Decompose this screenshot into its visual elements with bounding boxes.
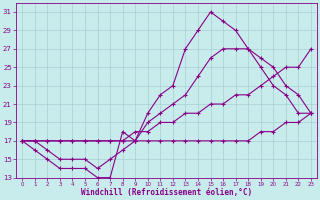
X-axis label: Windchill (Refroidissement éolien,°C): Windchill (Refroidissement éolien,°C) [81, 188, 252, 197]
